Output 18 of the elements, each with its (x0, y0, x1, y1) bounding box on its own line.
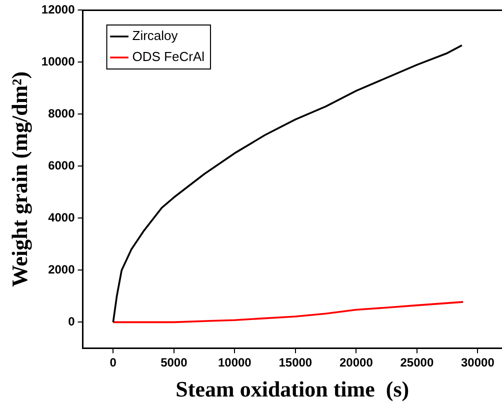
y-tick-label: 12000 (41, 2, 76, 17)
x-tick-label: 30000 (461, 356, 495, 370)
y-tick-label: 6000 (48, 158, 76, 173)
y-tick-label: 8000 (48, 106, 76, 121)
x-axis-title: Steam oxidation time (s) (176, 376, 410, 402)
y-tick-label: 4000 (48, 210, 76, 225)
x-tick-label: 20000 (339, 356, 374, 370)
y-axis-title: Weight grain (mg/dm²) (6, 71, 32, 287)
legend-label: Zircaloy (132, 28, 178, 44)
x-tick-label: 10000 (218, 356, 252, 370)
y-tick-label: 2000 (48, 262, 76, 277)
x-tick-label: 5000 (160, 356, 188, 370)
x-tick-label: 25000 (400, 356, 434, 370)
x-tick-label: 0 (110, 356, 117, 370)
y-tick-label: 10000 (41, 54, 76, 69)
legend-label: ODS FeCrAl (132, 49, 205, 64)
y-tick-label: 0 (68, 314, 76, 329)
x-tick-label: 15000 (278, 356, 312, 370)
